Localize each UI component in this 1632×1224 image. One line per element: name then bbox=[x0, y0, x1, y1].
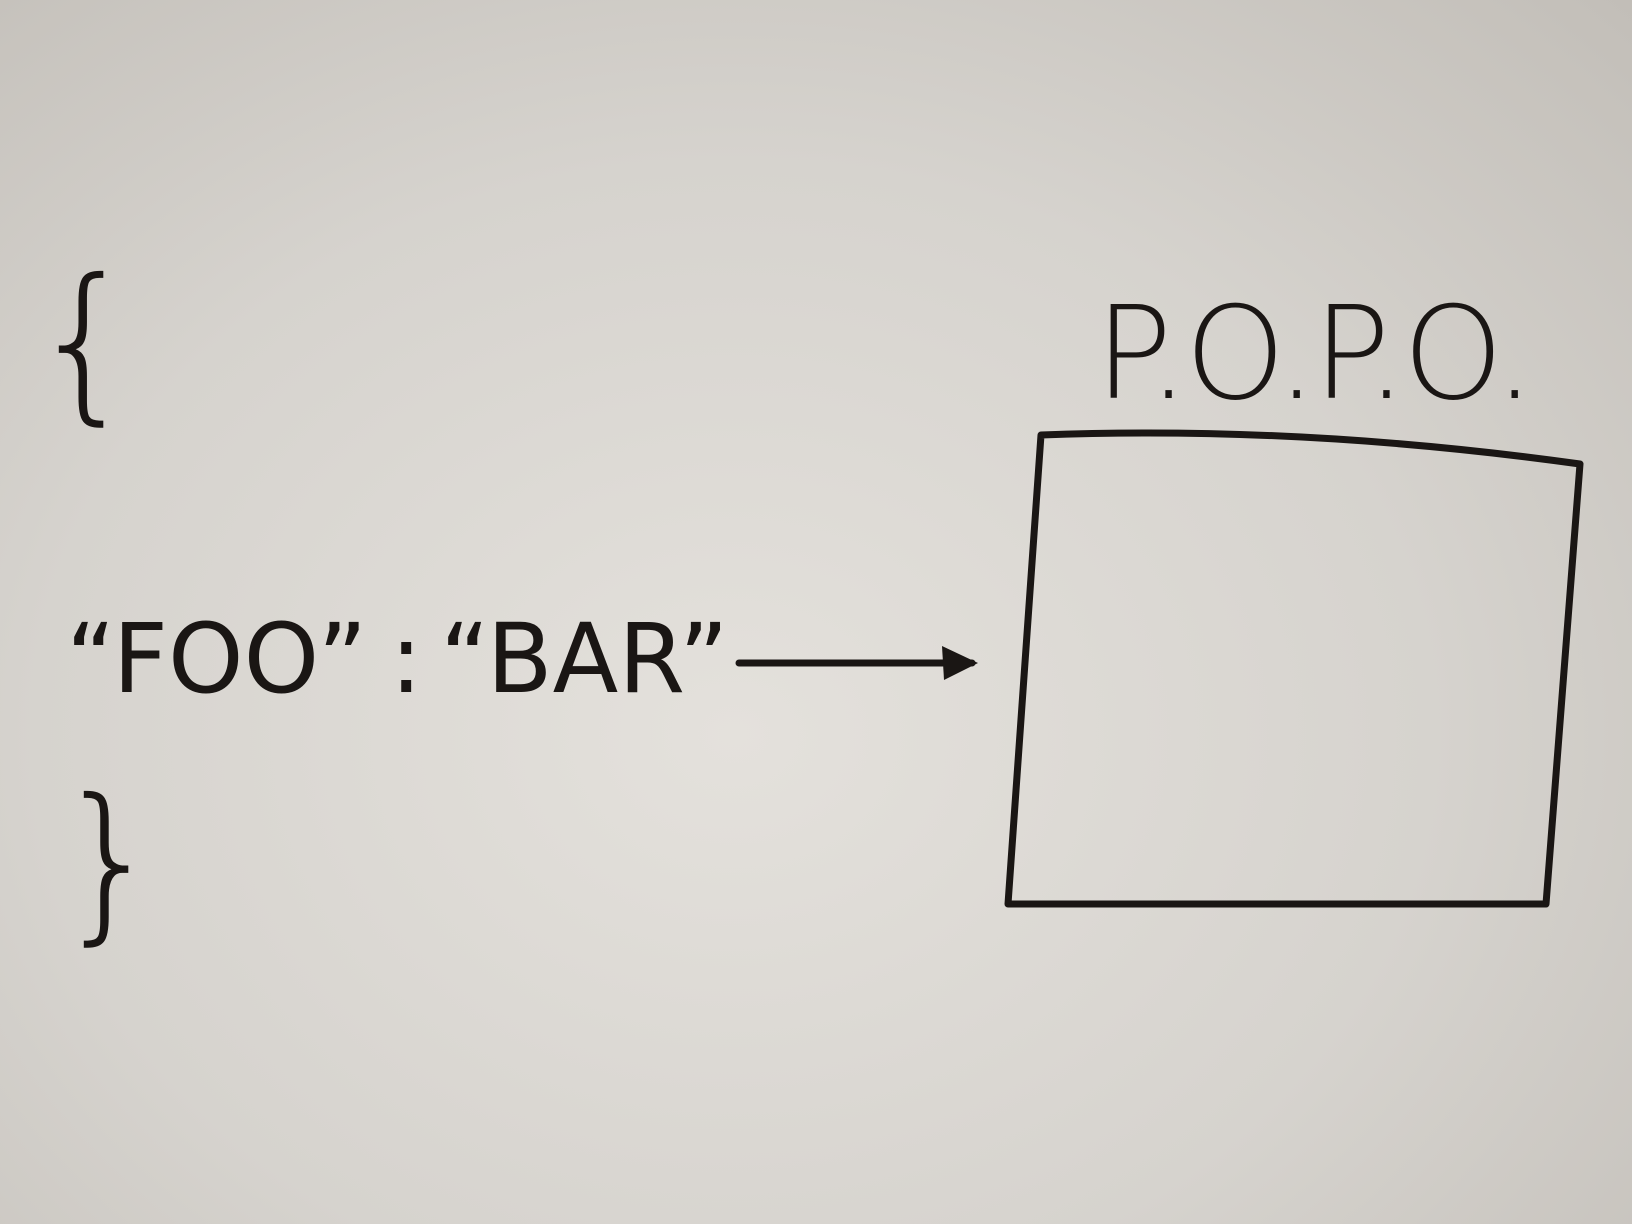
json-value: “BAR” bbox=[440, 603, 729, 715]
close-brace: } bbox=[55, 763, 163, 961]
object-label: P.O.P.O. bbox=[1095, 280, 1535, 429]
open-brace: { bbox=[30, 243, 138, 441]
object-box bbox=[1004, 429, 1584, 908]
arrow bbox=[735, 646, 978, 680]
arrow-head bbox=[942, 646, 978, 680]
json-key: “FOO” bbox=[66, 603, 367, 715]
json-separator: : bbox=[390, 603, 422, 715]
